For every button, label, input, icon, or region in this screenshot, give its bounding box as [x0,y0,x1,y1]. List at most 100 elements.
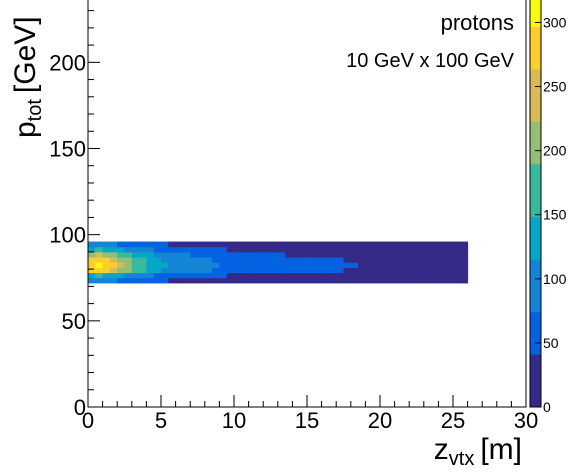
heatmap-cell [182,251,191,258]
heatmap-cell [350,251,359,258]
heatmap-cell [314,267,323,274]
heatmap-cell [131,272,140,279]
heatmap-cell [299,277,308,284]
palette-segment [530,36,541,48]
heatmap-cell [460,257,469,263]
heatmap-cell [255,267,264,274]
heatmap-cell [380,262,388,268]
heatmap-cell [270,262,279,268]
heatmap-cell [431,272,439,279]
heatmap-cell [197,257,206,263]
palette-segment [530,121,541,133]
heatmap-cell [336,262,344,268]
heatmap-cell [95,251,104,258]
heatmap-cell [328,262,337,268]
heatmap-cell [153,262,162,268]
heatmap-cell [314,241,323,248]
heatmap-cell [350,267,359,274]
annotation-particle: protons [441,10,514,35]
heatmap-cell [168,241,177,248]
heatmap-cell [314,251,323,258]
heatmap-cell [146,277,155,284]
heatmap-cell [423,267,432,274]
palette-segment [530,89,541,101]
color-palette [529,0,542,408]
palette-segment [530,248,541,260]
palette-segment [530,206,541,218]
heatmap-cell [124,262,133,268]
heatmap-cell [88,246,96,253]
heatmap-cell [226,241,235,248]
heatmap-cell [102,267,111,274]
heatmap-cell [401,262,410,268]
heatmap-cell [394,241,403,248]
heatmap-cell [277,277,286,284]
heatmap-cell [212,272,220,279]
heatmap-cell [372,257,381,263]
heatmap-cell [307,251,315,258]
heatmap-cell [241,257,250,263]
heatmap-cell [394,246,403,253]
heatmap-cell [197,251,206,258]
heatmap-cell [234,267,242,274]
heatmap-cell [299,257,308,263]
heatmap-cell [153,246,162,253]
heatmap-cell [168,246,177,253]
palette-segment [530,364,541,376]
heatmap-cell [146,272,155,279]
palette-segment [530,184,541,196]
palette-segment [530,174,541,186]
heatmap-cell [328,257,337,263]
x-tick-label: 20 [368,408,392,433]
heatmap-cell [124,277,133,284]
heatmap-cell [372,251,381,258]
heatmap-cell [401,267,410,274]
heatmap-cell [131,257,140,263]
heatmap-cell [197,241,206,248]
heatmap-cell [270,251,279,258]
heatmap-cell [314,246,323,253]
heatmap-cell [234,251,242,258]
heatmap-cell [423,277,432,284]
heatmap-cell [321,262,330,268]
heatmap-cell [175,272,184,279]
heatmap-cell [212,241,220,248]
heatmap-cell [285,277,293,284]
heatmap-cell [285,246,293,253]
heatmap-cell [219,251,228,258]
heatmap-cell [226,262,235,268]
heatmap-cell [299,272,308,279]
heatmap-cell [109,257,118,263]
heatmap-cell [124,272,133,279]
heatmap-cell [299,246,308,253]
heatmap-cell [117,277,125,284]
heatmap-cell [190,277,198,284]
heatmap-cell [277,251,286,258]
heatmap-cell [372,277,381,284]
heatmap-cell [387,272,396,279]
heatmap-cell [109,246,118,253]
heatmap-cell [95,246,104,253]
heatmap-cell [255,241,264,248]
heatmap-cell [124,251,133,258]
heatmap-cell [394,262,403,268]
heatmap-cell [372,246,381,253]
heatmap-cell [124,241,133,248]
heatmap-cell [168,267,177,274]
y-tick-label: 50 [62,309,86,334]
heatmap-cell [307,246,315,253]
heatmap-cell [438,241,447,248]
z-tick-label: 100 [543,271,567,287]
heatmap-cell [197,246,206,253]
heatmap-cell [387,262,396,268]
heatmap-cell [394,257,403,263]
heatmap-cell [336,267,344,274]
heatmap-cell [204,251,213,258]
heatmap-cell [416,272,425,279]
heatmap-cell [453,277,461,284]
heatmap-cell [285,272,293,279]
heatmap-cell [168,262,177,268]
heatmap-cell [358,241,366,248]
heatmap-cell [460,272,469,279]
heatmap-cell [460,262,469,268]
